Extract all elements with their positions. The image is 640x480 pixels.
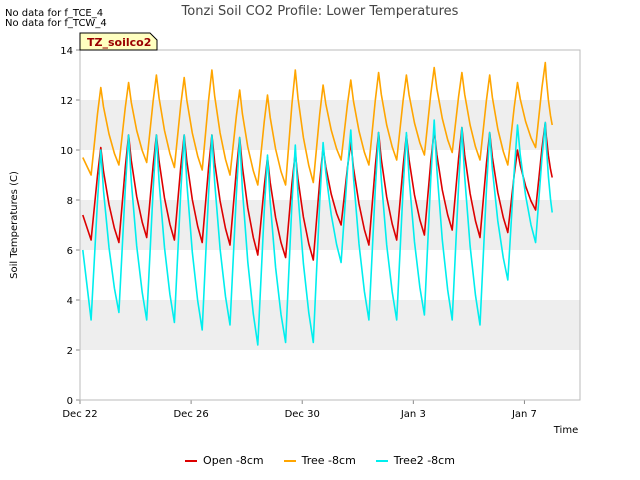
legend-item-tree2: Tree2 -8cm (375, 454, 455, 467)
legend-label-open: Open -8cm (203, 454, 264, 467)
y-tick-label: 2 (67, 346, 73, 357)
series-line-tree2 (82, 119, 553, 346)
plot-frame (79, 49, 581, 401)
series-lines (82, 61, 553, 346)
grid-bands (80, 100, 580, 350)
legend-item-tree: Tree -8cm (283, 454, 356, 467)
y-tick-label: 8 (67, 196, 73, 207)
grid-band (80, 300, 580, 350)
y-tick-label: 14 (60, 46, 73, 57)
x-tick-label: Jan 7 (511, 409, 537, 420)
legend-swatch-tree2 (375, 459, 388, 462)
x-axis-label: Time (553, 425, 578, 436)
x-tick-label: Dec 22 (62, 409, 97, 420)
y-tick-label: 4 (67, 296, 73, 307)
legend-swatch-tree (283, 459, 296, 462)
legend-item-open: Open -8cm (185, 454, 264, 467)
legend-swatch-open (185, 459, 198, 462)
y-tick-label: 0 (67, 396, 73, 407)
site-label-box: TZ_soilco2 (79, 32, 158, 51)
series-line-tree (82, 61, 553, 186)
x-tick-label: Dec 30 (285, 409, 320, 420)
x-axis: Dec 22 Dec 26 Dec 30 Jan 3 Jan 7 (62, 400, 537, 420)
legend-label-tree2: Tree2 -8cm (393, 454, 455, 467)
site-label: TZ_soilco2 (87, 36, 151, 49)
y-axis-label: Soil Temperatures (C) (9, 171, 20, 279)
y-tick-label: 6 (67, 246, 73, 257)
y-axis: 0 2 4 6 8 10 12 14 (60, 46, 80, 407)
legend: Open -8cm Tree -8cm Tree2 -8cm (0, 454, 640, 467)
no-data-note-1: No data for f_TCE_4 (5, 8, 104, 19)
no-data-note-2: No data for f_TCW_4 (5, 18, 107, 29)
legend-label-tree: Tree -8cm (301, 454, 356, 467)
chart-title: Tonzi Soil CO2 Profile: Lower Temperatur… (181, 4, 459, 19)
x-tick-label: Jan 3 (400, 409, 426, 420)
y-tick-label: 10 (60, 146, 73, 157)
x-tick-label: Dec 26 (173, 409, 208, 420)
y-tick-label: 12 (60, 96, 73, 107)
